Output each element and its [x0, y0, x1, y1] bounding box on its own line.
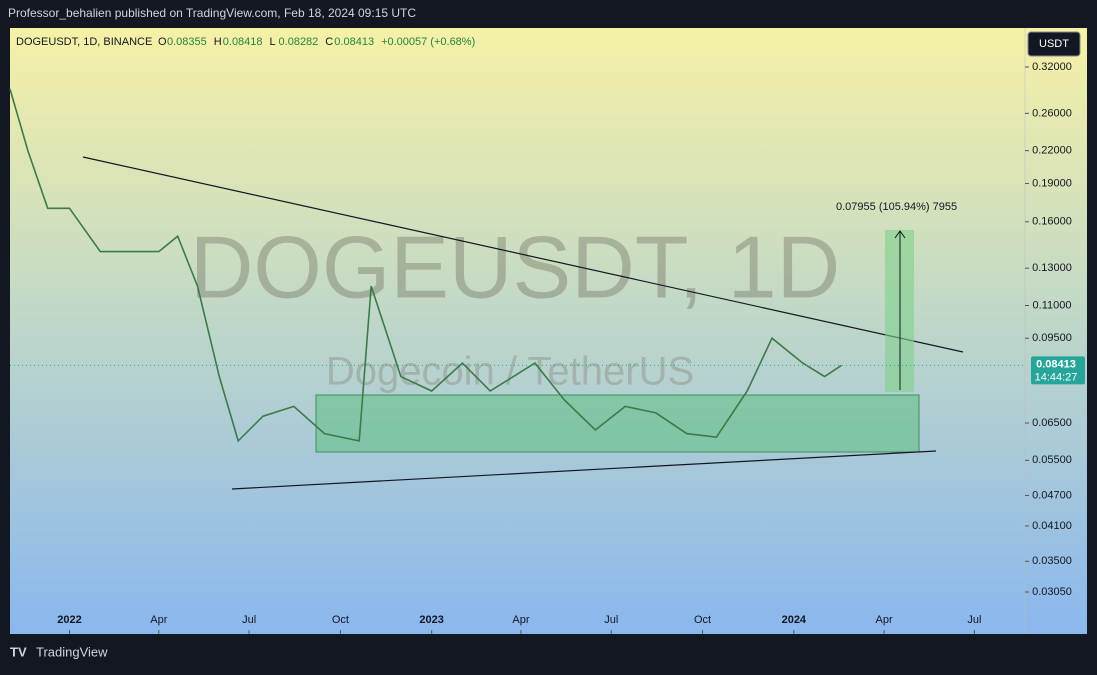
- ohlc-key: C: [325, 36, 333, 48]
- range-box: [315, 394, 920, 453]
- y-tick-label: 0.19000: [1032, 177, 1072, 189]
- y-tick-label: 0.05500: [1032, 454, 1072, 466]
- x-tick-label: Jul: [604, 614, 618, 626]
- y-tick-label: 0.11000: [1033, 299, 1072, 311]
- x-tick-label: Apr: [512, 614, 529, 626]
- y-tick-label: 0.32000: [1032, 61, 1072, 73]
- ohlc-value: +0.00057 (+0.68%): [381, 36, 475, 48]
- y-tick-label: 0.16000: [1032, 216, 1072, 228]
- y-tick-label: 0.04700: [1032, 489, 1072, 501]
- x-tick-label: Jul: [967, 614, 981, 626]
- currency-button[interactable]: [1027, 31, 1081, 57]
- ohlc-value: 0.08355: [167, 36, 207, 48]
- ohlc-value: 0.08413: [334, 36, 374, 48]
- x-tick-label: 2024: [782, 614, 807, 626]
- y-tick-label: 0.03500: [1032, 555, 1072, 567]
- x-tick-label: Oct: [332, 614, 349, 626]
- x-tick-label: Apr: [150, 614, 167, 626]
- y-tick-label: 0.26000: [1032, 107, 1072, 119]
- footer-logo: TV: [10, 644, 27, 659]
- ohlc-legend: O 0.08355 H 0.08418 L 0.08282 C 0.08413 +0.00057…: [158, 36, 475, 48]
- plot-background: [10, 28, 1087, 634]
- watermark-subtitle: Dogecoin / TetherUS: [326, 350, 694, 394]
- currency-button-label[interactable]: USDT: [1039, 38, 1069, 50]
- last-price-label: 0.08413: [1036, 358, 1076, 370]
- countdown: 14:44:27: [1035, 371, 1078, 383]
- ohlc-key: O: [158, 36, 167, 48]
- published-line: Professor_behalien published on TradingV…: [8, 6, 416, 20]
- ohlc-key: H: [214, 36, 222, 48]
- x-tick-label: 2022: [57, 614, 81, 626]
- trendline-lower: [231, 450, 937, 490]
- footer-brand: TradingView: [36, 644, 108, 659]
- y-tick-label: 0.06500: [1032, 417, 1072, 429]
- y-tick-label: 0.22000: [1032, 145, 1072, 157]
- x-tick-label: 2023: [419, 614, 443, 626]
- last-price-tag: [1031, 356, 1085, 385]
- price-line: [9, 88, 842, 443]
- ohlc-key: L: [270, 36, 276, 48]
- y-tick-label: 0.04100: [1032, 520, 1072, 532]
- x-tick-label: Apr: [876, 614, 893, 626]
- x-tick-label: Jul: [242, 614, 256, 626]
- x-tick-label: Oct: [694, 614, 711, 626]
- measure-label: 0.07955 (105.94%) 7955: [836, 201, 957, 213]
- measure-arrow-head: [894, 230, 906, 239]
- y-tick-label: 0.03050: [1032, 586, 1072, 598]
- ohlc-value: 0.08418: [223, 36, 263, 48]
- ohlc-value: 0.08282: [279, 36, 319, 48]
- trendline-upper: [82, 156, 964, 353]
- y-tick-label: 0.09500: [1032, 332, 1072, 344]
- watermark: DOGEUSDT, 1D: [190, 217, 840, 316]
- y-tick-label: 0.13000: [1032, 262, 1072, 274]
- symbol-title: DOGEUSDT, 1D, BINANCE: [16, 36, 152, 48]
